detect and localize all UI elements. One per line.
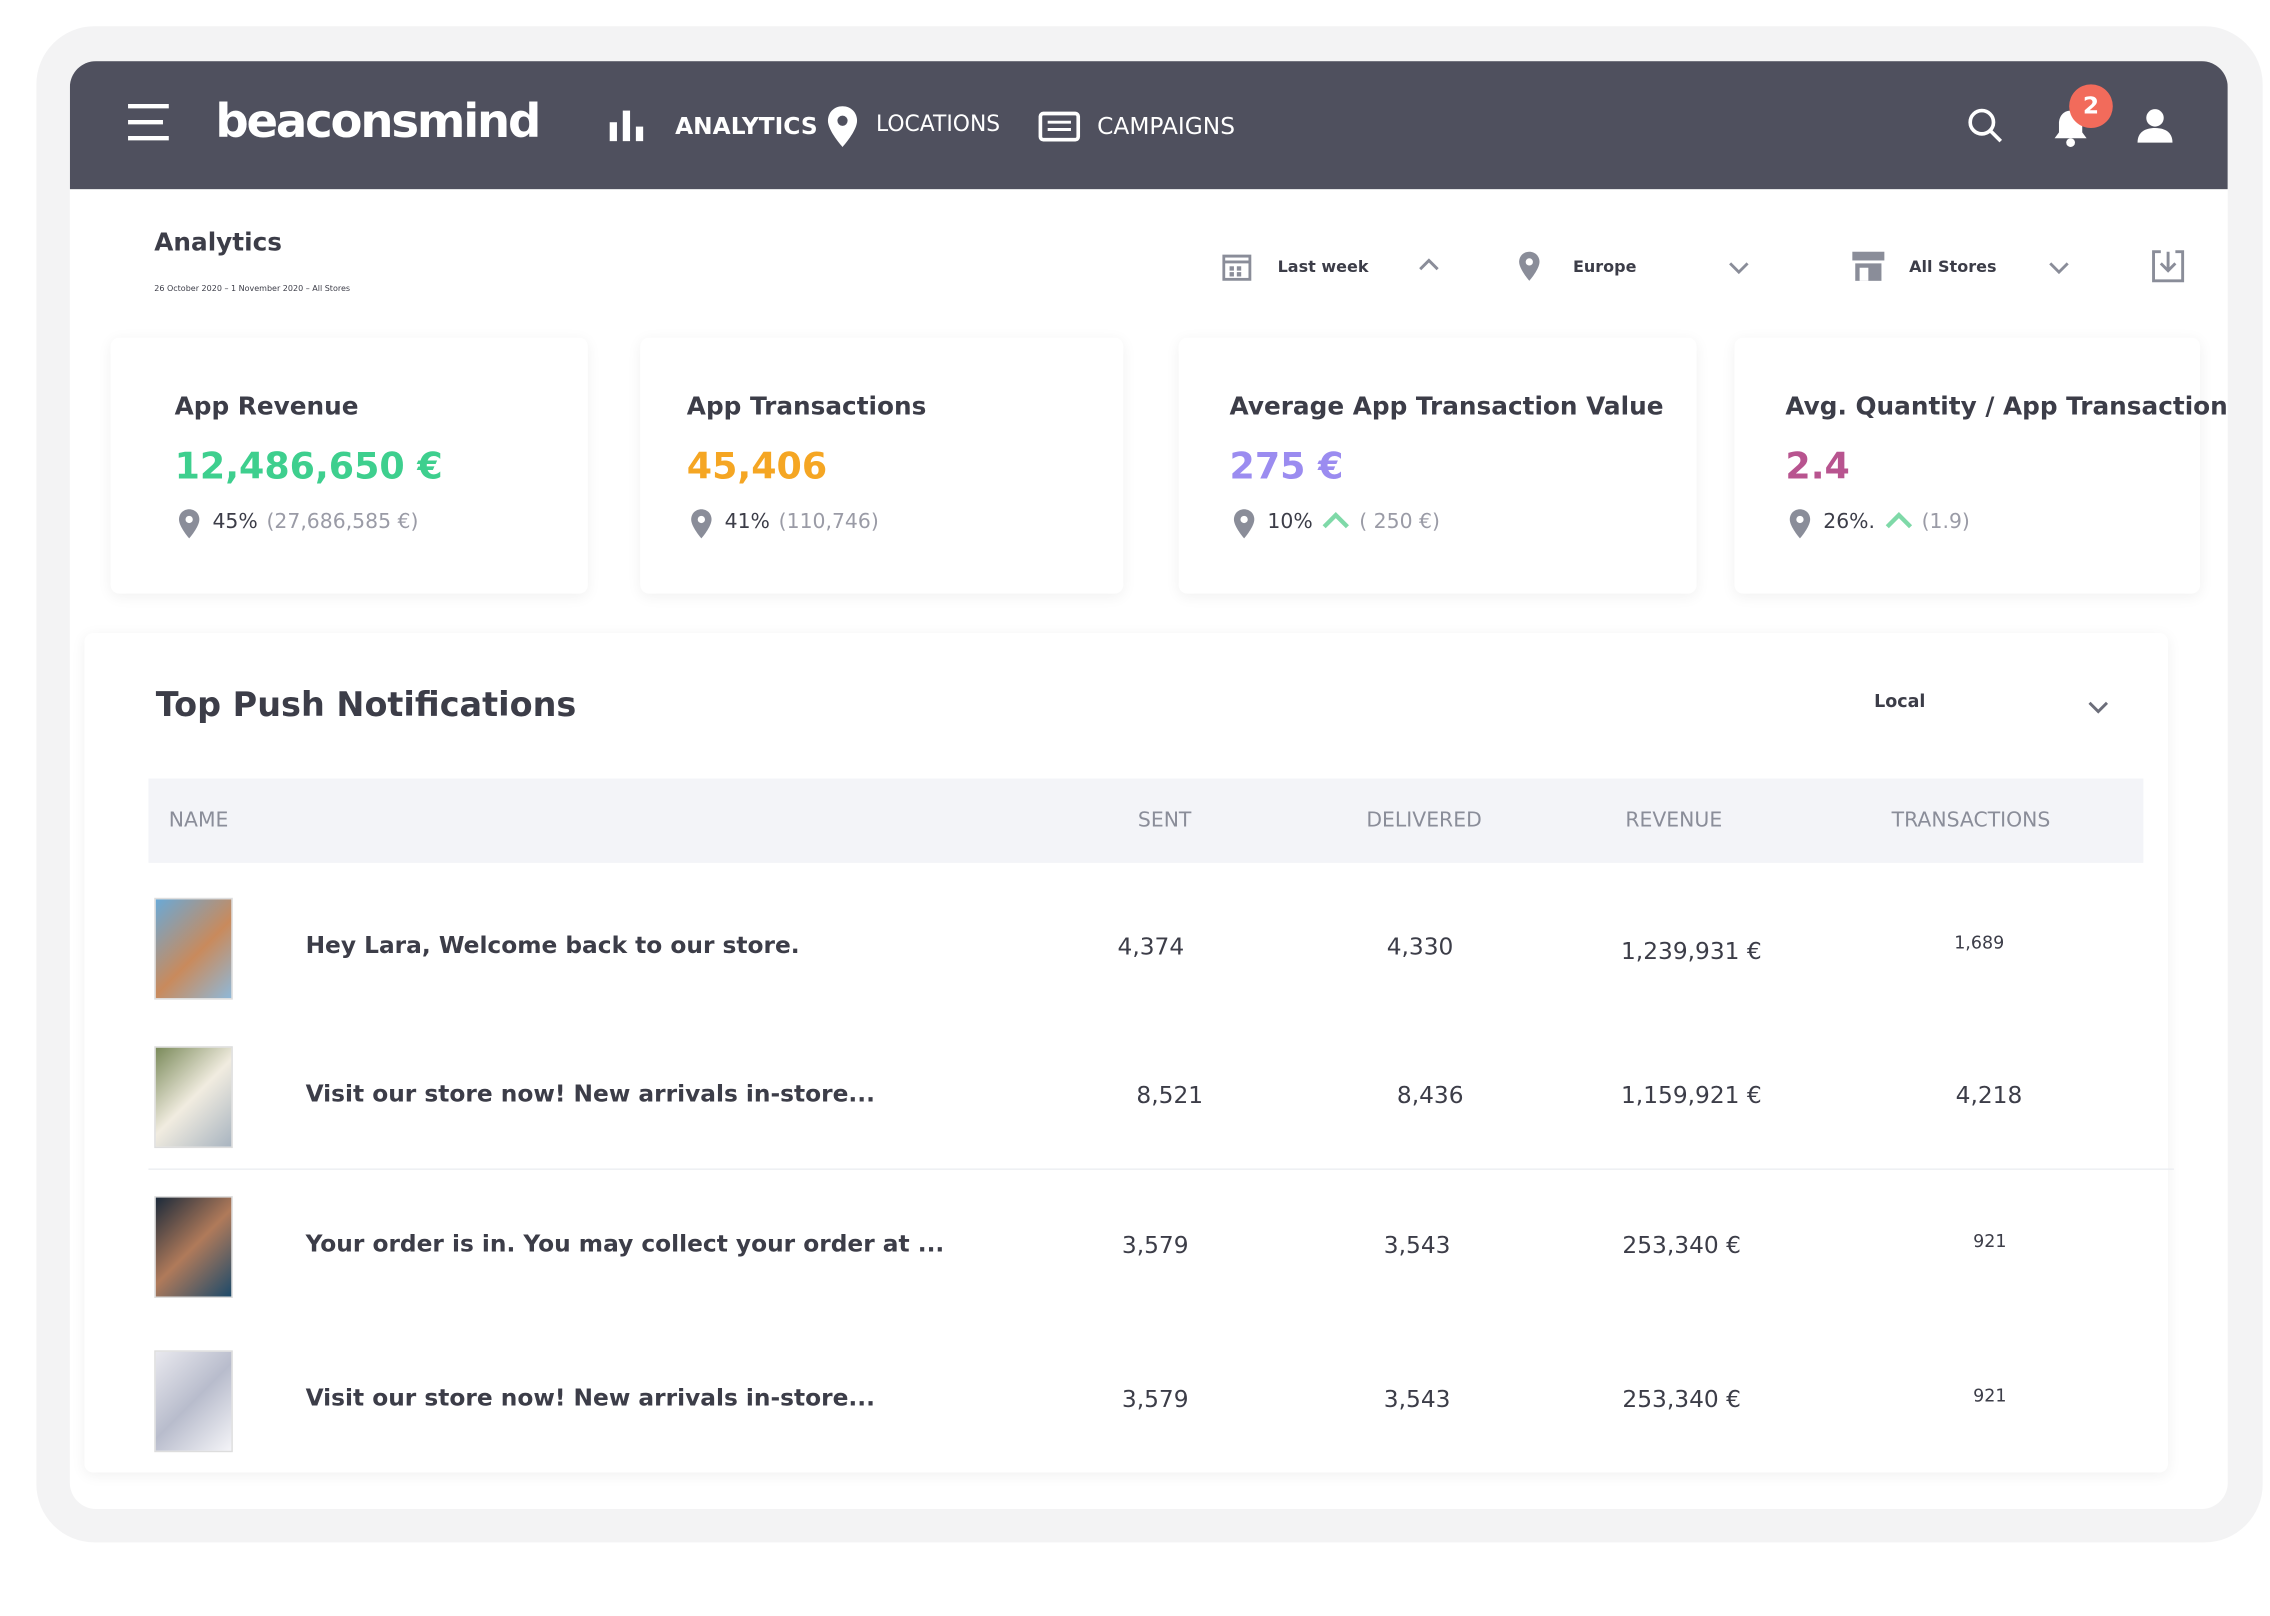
cell: 3,579 — [1121, 1231, 1189, 1259]
cell: 8,436 — [1396, 1081, 1464, 1109]
kpi-compare: ( 250 €) — [1359, 510, 1440, 535]
chevron-down[interactable] — [1727, 259, 1750, 276]
kpi-compare: (27,686,585 €) — [266, 510, 419, 535]
table-header — [148, 778, 2144, 863]
nav-item[interactable]: LOCATIONS — [875, 110, 1001, 137]
cell: 921 — [1973, 1231, 2007, 1252]
cell: 8,521 — [1136, 1081, 1204, 1109]
kpi-value: 275 € — [1229, 445, 1344, 488]
kpi-card — [1178, 337, 1697, 594]
kpi-title: App Transactions — [686, 392, 927, 422]
kpi-value: 12,486,650 € — [174, 445, 443, 488]
chevron-up[interactable] — [1417, 256, 1440, 273]
kpi-card — [640, 337, 1124, 594]
kpi-card — [110, 337, 588, 594]
logo[interactable]: beaconsmind — [215, 93, 541, 149]
cell: 3,543 — [1383, 1385, 1451, 1413]
kpi-compare: (1.9) — [1921, 510, 1970, 535]
thumbnail — [154, 1046, 233, 1149]
cell: 1,689 — [1954, 932, 2005, 954]
notification-name[interactable]: Hey Lara, Welcome back to our store. — [305, 931, 800, 959]
notification-name[interactable]: Visit our store now! New arrivals in-sto… — [305, 1383, 875, 1412]
pin-icon — [1519, 251, 1540, 281]
column-header[interactable]: DELIVERED — [1366, 809, 1482, 833]
scope-select[interactable]: Local — [1874, 691, 1926, 712]
badge — [2069, 84, 2113, 129]
thumbnail — [154, 1196, 233, 1298]
kpi-title: App Revenue — [174, 392, 359, 422]
trend-up-icon — [1321, 509, 1350, 538]
badge-count: 2 — [2082, 91, 2100, 120]
page-subtitle: 26 October 2020 – 1 November 2020 – All … — [154, 285, 351, 294]
pin-icon — [1232, 508, 1255, 546]
pin-icon — [690, 508, 713, 546]
calendar-icon — [1222, 254, 1252, 281]
thumbnail — [154, 1350, 233, 1453]
column-header[interactable]: REVENUE — [1625, 809, 1723, 833]
column-header[interactable]: SENT — [1137, 809, 1192, 833]
kpi-title: Avg. Quantity / App Transaction — [1785, 392, 2228, 422]
kpi-percent: 45% — [212, 510, 258, 535]
column-header[interactable]: NAME — [168, 809, 229, 833]
table-panel — [84, 632, 2169, 1473]
filter-label[interactable]: Last week — [1277, 257, 1369, 277]
page-title: Analytics — [154, 228, 282, 258]
notification-name[interactable]: Your order is in. You may collect your o… — [305, 1229, 945, 1258]
campaigns-icon — [1038, 111, 1081, 142]
download-icon[interactable] — [2151, 249, 2186, 284]
navbar — [69, 61, 2228, 190]
trend-up-icon — [1884, 509, 1913, 538]
cell: 3,543 — [1383, 1231, 1451, 1259]
kpi-value: 2.4 — [1785, 445, 1850, 488]
cell: 4,374 — [1117, 932, 1185, 961]
location-icon — [827, 106, 858, 147]
nav-item[interactable]: ANALYTICS — [675, 112, 818, 140]
kpi-title: Average App Transaction Value — [1229, 392, 1664, 422]
row-divider — [148, 1168, 2174, 1170]
filter-label[interactable]: All Stores — [1909, 257, 1997, 277]
cell: 921 — [1973, 1385, 2007, 1406]
menu-icon[interactable] — [125, 102, 172, 143]
analytics-icon — [609, 110, 644, 142]
nav-item[interactable]: CAMPAIGNS — [1097, 112, 1235, 140]
user-icon[interactable] — [2136, 108, 2174, 146]
kpi-percent: 10% — [1267, 510, 1313, 535]
kpi-value: 45,406 — [686, 445, 828, 488]
cell: 3,579 — [1121, 1385, 1189, 1413]
cell: 253,340 € — [1622, 1385, 1741, 1413]
pin-icon — [178, 508, 201, 546]
kpi-card — [1734, 337, 2201, 594]
notification-name[interactable]: Visit our store now! New arrivals in-sto… — [305, 1079, 875, 1108]
kpi-percent: 26%. — [1823, 510, 1876, 535]
filter-label[interactable]: Europe — [1572, 257, 1637, 277]
cell: 4,330 — [1386, 932, 1454, 961]
cell: 253,340 € — [1622, 1231, 1741, 1259]
kpi-percent: 41% — [724, 510, 770, 535]
cell: 1,159,921 € — [1620, 1081, 1762, 1109]
kpi-compare: (110,746) — [778, 510, 879, 535]
thumbnail — [154, 897, 233, 1000]
column-header[interactable]: TRANSACTIONS — [1891, 809, 2051, 833]
chevron-down[interactable] — [2087, 698, 2110, 715]
store-icon — [1852, 251, 1885, 281]
pin-icon — [1788, 508, 1811, 546]
table-title: Top Push Notifications — [155, 686, 577, 725]
chevron-down[interactable] — [2047, 259, 2070, 276]
search-icon[interactable] — [1967, 108, 2005, 146]
cell: 4,218 — [1955, 1081, 2023, 1109]
cell: 1,239,931 € — [1620, 937, 1762, 965]
